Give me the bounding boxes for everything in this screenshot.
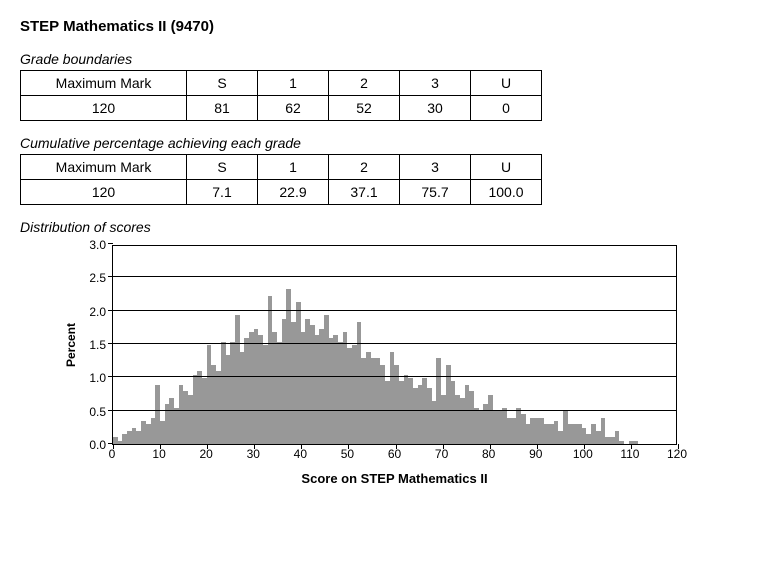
chart-gridline: [113, 376, 676, 377]
table-cell: 1: [258, 71, 329, 96]
table-cell: 1: [258, 155, 329, 180]
table-cell: 0: [471, 96, 542, 121]
chart-xlabel: Score on STEP Mathematics II: [301, 471, 487, 486]
chart-gridline: [113, 310, 676, 311]
chart-xtick-label: 100: [573, 447, 593, 461]
chart-xtick-label: 60: [388, 447, 401, 461]
table-cell: 81: [187, 96, 258, 121]
chart-xticks: 0102030405060708090100110120: [112, 445, 677, 463]
chart-ytickmark: [108, 276, 113, 277]
table-cell: 2: [329, 71, 400, 96]
chart-ytick-label: 0.0: [89, 438, 106, 452]
chart-ytick-label: 0.5: [89, 405, 106, 419]
table-cell: S: [187, 155, 258, 180]
chart-xtick-label: 110: [620, 447, 639, 461]
chart-ytick-label: 3.0: [89, 238, 106, 252]
chart-plot-area: [112, 245, 677, 445]
table-cell: 30: [400, 96, 471, 121]
table-cell: 3: [400, 155, 471, 180]
table-cell: 3: [400, 71, 471, 96]
chart-ytick-label: 2.5: [89, 271, 106, 285]
table-cell: 7.1: [187, 180, 258, 205]
table-cell: 120: [21, 180, 187, 205]
chart-xtick-label: 90: [529, 447, 542, 461]
chart-gridline: [113, 276, 676, 277]
table-cell: 75.7: [400, 180, 471, 205]
distribution-chart: Percent 0.00.51.01.52.02.53.0 0102030405…: [60, 245, 700, 486]
chart-xtick-label: 0: [109, 447, 116, 461]
table-cell: 37.1: [329, 180, 400, 205]
table-cell: Maximum Mark: [21, 155, 187, 180]
chart-ytick-label: 1.0: [89, 371, 106, 385]
chart-ytick-label: 2.0: [89, 305, 106, 319]
chart-gridline: [113, 410, 676, 411]
chart-xtick-label: 30: [247, 447, 260, 461]
chart-ytickmark: [108, 410, 113, 411]
histogram-bar: [633, 441, 638, 444]
cumulative-table: Maximum Mark S 1 2 3 U 120 7.1 22.9 37.1…: [20, 154, 542, 205]
table-cell: S: [187, 71, 258, 96]
chart-yticks: 0.00.51.01.52.02.53.0: [82, 245, 112, 445]
histogram-bar: [619, 441, 624, 444]
chart-xtick-label: 40: [294, 447, 307, 461]
table-cell: 100.0: [471, 180, 542, 205]
chart-ytickmark: [108, 243, 113, 244]
chart-xtick-label: 20: [199, 447, 212, 461]
table-cell: 62: [258, 96, 329, 121]
chart-ytickmark: [108, 310, 113, 311]
chart-xtick-label: 80: [482, 447, 495, 461]
table-row: Maximum Mark S 1 2 3 U: [21, 71, 542, 96]
table-cell: U: [471, 155, 542, 180]
table-cell: 120: [21, 96, 187, 121]
table-row: 120 7.1 22.9 37.1 75.7 100.0: [21, 180, 542, 205]
chart-xtick-label: 10: [152, 447, 165, 461]
distribution-heading: Distribution of scores: [20, 219, 738, 235]
cumulative-heading: Cumulative percentage achieving each gra…: [20, 135, 738, 151]
chart-ytick-label: 1.5: [89, 338, 106, 352]
table-cell: Maximum Mark: [21, 71, 187, 96]
table-row: Maximum Mark S 1 2 3 U: [21, 155, 542, 180]
table-row: 120 81 62 52 30 0: [21, 96, 542, 121]
table-cell: 22.9: [258, 180, 329, 205]
chart-ylabel: Percent: [64, 323, 78, 367]
boundaries-heading: Grade boundaries: [20, 51, 738, 67]
chart-xtick-label: 70: [435, 447, 448, 461]
chart-xtick-label: 120: [667, 447, 687, 461]
table-cell: U: [471, 71, 542, 96]
page-title: STEP Mathematics II (9470): [20, 18, 738, 35]
table-cell: 52: [329, 96, 400, 121]
chart-ytickmark: [108, 376, 113, 377]
chart-ytickmark: [108, 343, 113, 344]
chart-xtick-label: 50: [341, 447, 354, 461]
boundaries-table: Maximum Mark S 1 2 3 U 120 81 62 52 30 0: [20, 70, 542, 121]
chart-gridline: [113, 343, 676, 344]
table-cell: 2: [329, 155, 400, 180]
